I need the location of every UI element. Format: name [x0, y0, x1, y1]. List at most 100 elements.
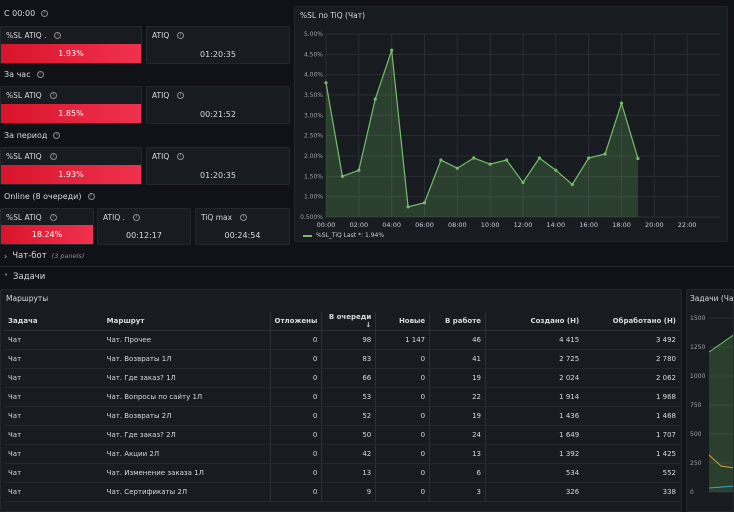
- table-cell: Чат: [4, 463, 103, 483]
- chart-legend[interactable]: %SL_TiQ Last *: 1.94%: [303, 232, 384, 239]
- table-row[interactable]: Чат Чат. Изменение заказа 1Л 0 13 0 6 534 552: [4, 463, 680, 483]
- tasks-chat-chart-panel[interactable]: Задачи (Чат) 1500 1250 1000 750 500 250 0: [686, 289, 734, 512]
- info-icon[interactable]: i: [240, 214, 248, 221]
- info-icon[interactable]: i: [41, 10, 49, 17]
- info-icon[interactable]: i: [49, 153, 57, 160]
- stat-title: ATIQ: [152, 91, 170, 100]
- x-tick-label: 20:00: [645, 221, 664, 229]
- legend-text: %SL_TiQ Last *: 1.94%: [316, 232, 385, 239]
- stat-title: %SL ATIQ: [6, 213, 42, 222]
- stat-title: ATIQ .: [103, 213, 126, 222]
- table-cell: Чат. Где заказ? 1Л: [102, 368, 271, 388]
- table-row[interactable]: Чат Чат. Где заказ? 2Л 0 50 0 24 1 649 1 707: [4, 425, 680, 445]
- table-cell: 1 392: [485, 444, 584, 464]
- info-icon[interactable]: i: [54, 32, 62, 39]
- x-tick-label: 02:00: [349, 221, 368, 229]
- table-row[interactable]: Чат Чат. Сертификаты 2Л 0 9 0 3 326 338: [4, 482, 680, 502]
- table-cell: 4 415: [485, 330, 584, 350]
- row-title: Чат-бот: [12, 251, 47, 261]
- info-icon[interactable]: i: [133, 214, 141, 221]
- column-header[interactable]: Задача: [4, 312, 103, 331]
- stat-atiq-period[interactable]: ATIQ i 01:20:35: [146, 147, 290, 185]
- table-cell: 50: [321, 425, 377, 445]
- table-cell: 338: [583, 482, 680, 502]
- table-cell: Чат: [4, 387, 103, 407]
- table-cell: 98: [321, 330, 377, 350]
- x-tick-label: 08:00: [448, 221, 467, 229]
- column-header[interactable]: В очереди ↓: [321, 312, 377, 331]
- section-label-since-midnight: С 00:00 i: [4, 9, 49, 18]
- column-header[interactable]: В работе: [429, 312, 487, 331]
- table-cell: 46: [429, 330, 487, 350]
- column-header[interactable]: Новые: [375, 312, 431, 331]
- routes-table: Задача Маршрут Отложены В очереди ↓ Новые В р…: [4, 312, 680, 502]
- table-cell: Чат: [4, 330, 103, 350]
- stat-value-bar: 1.93%: [1, 44, 141, 63]
- table-cell: 1 649: [485, 425, 584, 445]
- data-point: [373, 97, 377, 101]
- table-row[interactable]: Чат Чат. Акции 2Л 0 42 0 13 1 392 1 425: [4, 444, 680, 464]
- info-icon[interactable]: i: [53, 132, 61, 139]
- column-header[interactable]: Маршрут: [102, 312, 271, 331]
- table-cell: Чат. Вопросы по сайту 1Л: [102, 387, 271, 407]
- table-row[interactable]: Чат Чат. Возвраты 1Л 0 83 0 41 2 725 2 780: [4, 349, 680, 369]
- table-cell: 1 914: [485, 387, 584, 407]
- table-cell: 0: [375, 425, 431, 445]
- chevron-right-icon: ›: [4, 251, 8, 261]
- column-header[interactable]: Обработано (Н): [583, 312, 680, 331]
- y-tick-label: 0: [690, 489, 694, 496]
- info-icon[interactable]: i: [36, 71, 44, 78]
- table-cell: 1 468: [583, 406, 680, 426]
- stat-value: 01:20:35: [200, 50, 236, 59]
- sl-tiq-chart-panel[interactable]: %SL по TiQ (Чат) 0.500% 1.00% 1.50% 2.00% 2.…: [294, 6, 728, 242]
- stat-sl-atiq-today[interactable]: %SL ATIQ . i 1.93%: [0, 26, 142, 64]
- info-icon[interactable]: i: [177, 92, 185, 99]
- legend-swatch: [303, 234, 312, 237]
- data-point: [406, 205, 410, 209]
- data-point: [455, 166, 459, 170]
- table-cell: 66: [321, 368, 377, 388]
- table-cell: 42: [321, 444, 377, 464]
- info-icon[interactable]: i: [177, 32, 185, 39]
- chart-title: %SL по TiQ (Чат): [300, 11, 366, 20]
- table-cell: 19: [429, 368, 487, 388]
- table-cell: 53: [321, 387, 377, 407]
- table-cell: 534: [485, 463, 584, 483]
- y-tick-label: 0.500%: [300, 214, 323, 221]
- table-cell: 19: [429, 406, 487, 426]
- stat-value-bar: 18.24%: [1, 225, 93, 244]
- table-row[interactable]: Чат Чат. Прочее 0 98 1 147 46 4 415 3 492: [4, 330, 680, 350]
- table-cell: 0: [375, 387, 431, 407]
- stat-atiq-online[interactable]: ATIQ . i 00:12:17: [97, 208, 191, 245]
- info-icon[interactable]: i: [87, 193, 95, 200]
- stat-tiq-max-online[interactable]: TiQ max i 00:24:54: [195, 208, 290, 245]
- stat-sl-atiq-online[interactable]: %SL ATIQ i 18.24%: [0, 208, 94, 245]
- sl-tiq-chart: 0.500% 1.00% 1.50% 2.00% 2.50% 3.00% 3.50% 4.00…: [300, 31, 720, 229]
- data-point: [390, 48, 394, 52]
- stat-atiq-hour[interactable]: ATIQ i 00:21:52: [146, 86, 290, 124]
- stat-sl-atiq-period[interactable]: %SL ATIQ i 1.93%: [0, 147, 142, 185]
- stat-sl-atiq-hour[interactable]: %SL ATIQ i 1.85%: [0, 86, 142, 124]
- x-tick-label: 10:00: [481, 221, 500, 229]
- x-tick-label: 18:00: [612, 221, 631, 229]
- data-point: [324, 81, 328, 85]
- info-icon[interactable]: i: [177, 153, 185, 160]
- table-cell: 0: [270, 368, 323, 388]
- table-cell: 1 707: [583, 425, 680, 445]
- info-icon[interactable]: i: [49, 214, 57, 221]
- row-tasks[interactable]: ˅ Задачи: [4, 272, 45, 282]
- y-tick-label: 4.00%: [304, 72, 323, 79]
- stat-atiq-today[interactable]: ATIQ i 01:20:35: [146, 26, 290, 64]
- x-tick-label: 00:00: [317, 221, 336, 229]
- stat-value-bar: 1.85%: [1, 104, 141, 123]
- table-row[interactable]: Чат Чат. Вопросы по сайту 1Л 0 53 0 22 1 914 1 …: [4, 387, 680, 407]
- table-row[interactable]: Чат Чат. Где заказ? 1Л 0 66 0 19 2 024 2 062: [4, 368, 680, 388]
- column-header[interactable]: Создано (Н): [485, 312, 584, 331]
- column-header[interactable]: Отложены: [270, 312, 323, 331]
- info-icon[interactable]: i: [49, 92, 57, 99]
- x-tick-label: 04:00: [382, 221, 401, 229]
- table-row[interactable]: Чат Чат. Возвраты 2Л 0 52 0 19 1 436 1 468: [4, 406, 680, 426]
- table-cell: 0: [270, 444, 323, 464]
- table-cell: Чат. Возвраты 2Л: [102, 406, 271, 426]
- row-chatbot[interactable]: › Чат-бот (3 panels): [4, 251, 84, 261]
